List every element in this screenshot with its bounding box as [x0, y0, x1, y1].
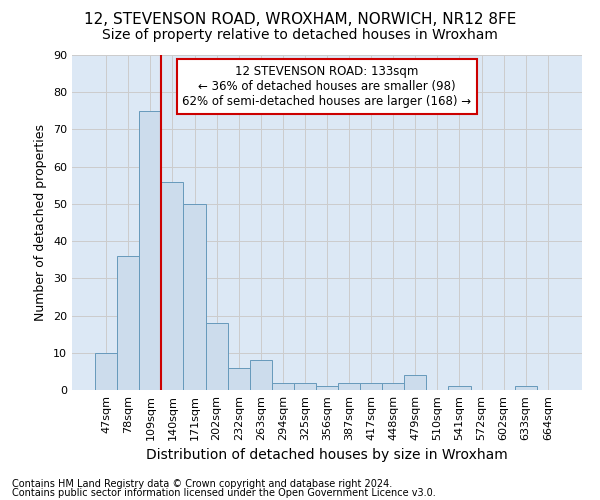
Text: Size of property relative to detached houses in Wroxham: Size of property relative to detached ho… — [102, 28, 498, 42]
Bar — [161, 182, 184, 390]
Bar — [404, 375, 427, 390]
Bar — [184, 204, 206, 390]
Bar — [206, 323, 227, 390]
Bar — [382, 382, 404, 390]
X-axis label: Distribution of detached houses by size in Wroxham: Distribution of detached houses by size … — [146, 448, 508, 462]
Bar — [117, 256, 139, 390]
Bar — [227, 368, 250, 390]
Bar — [360, 382, 382, 390]
Bar — [316, 386, 338, 390]
Text: 12 STEVENSON ROAD: 133sqm
← 36% of detached houses are smaller (98)
62% of semi-: 12 STEVENSON ROAD: 133sqm ← 36% of detac… — [182, 65, 472, 108]
Text: 12, STEVENSON ROAD, WROXHAM, NORWICH, NR12 8FE: 12, STEVENSON ROAD, WROXHAM, NORWICH, NR… — [84, 12, 516, 28]
Bar — [139, 111, 161, 390]
Text: Contains HM Land Registry data © Crown copyright and database right 2024.: Contains HM Land Registry data © Crown c… — [12, 479, 392, 489]
Text: Contains public sector information licensed under the Open Government Licence v3: Contains public sector information licen… — [12, 488, 436, 498]
Bar — [338, 382, 360, 390]
Bar — [515, 386, 537, 390]
Bar — [95, 353, 117, 390]
Bar — [294, 382, 316, 390]
Bar — [250, 360, 272, 390]
Bar — [272, 382, 294, 390]
Bar — [448, 386, 470, 390]
Y-axis label: Number of detached properties: Number of detached properties — [34, 124, 47, 321]
